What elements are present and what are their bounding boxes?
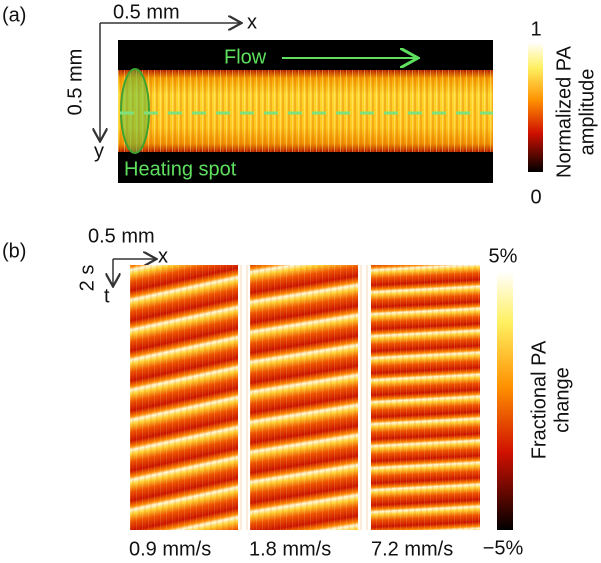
colorbar-label: amplitude bbox=[576, 69, 598, 156]
colorbar bbox=[497, 271, 513, 530]
colorbar-min: −5% bbox=[483, 537, 524, 559]
vessel-texture bbox=[118, 70, 493, 152]
speed-label: 7.2 mm/s bbox=[371, 538, 453, 560]
axis-y: y bbox=[94, 140, 104, 162]
heating-spot bbox=[120, 68, 150, 154]
axis-t: t bbox=[104, 285, 110, 307]
scale-y: 0.5 mm bbox=[64, 49, 86, 116]
image-texture bbox=[130, 265, 480, 530]
colorbar-max: 1 bbox=[530, 18, 541, 40]
colorbar-label: Fractional PA bbox=[528, 340, 550, 459]
axis-x: x bbox=[247, 11, 257, 33]
colorbar-min: 0 bbox=[530, 186, 541, 208]
axis-x: x bbox=[158, 245, 168, 267]
speed-label: 1.8 mm/s bbox=[249, 538, 331, 560]
speed-label: 0.9 mm/s bbox=[129, 538, 211, 560]
panel-label: (a) bbox=[2, 4, 26, 26]
colorbar-label: Normalized PA bbox=[553, 45, 575, 178]
panel-label: (b) bbox=[2, 240, 26, 262]
heating-spot-label: Heating spot bbox=[124, 158, 237, 180]
colorbar-label: change bbox=[551, 367, 573, 433]
colorbar-max: 5% bbox=[489, 245, 518, 267]
scale-x: 0.5 mm bbox=[113, 1, 180, 23]
scale-x: 0.5 mm bbox=[88, 225, 155, 247]
colorbar bbox=[528, 42, 543, 172]
flow-label: Flow bbox=[224, 46, 267, 68]
scale-t: 2 s bbox=[76, 265, 98, 292]
